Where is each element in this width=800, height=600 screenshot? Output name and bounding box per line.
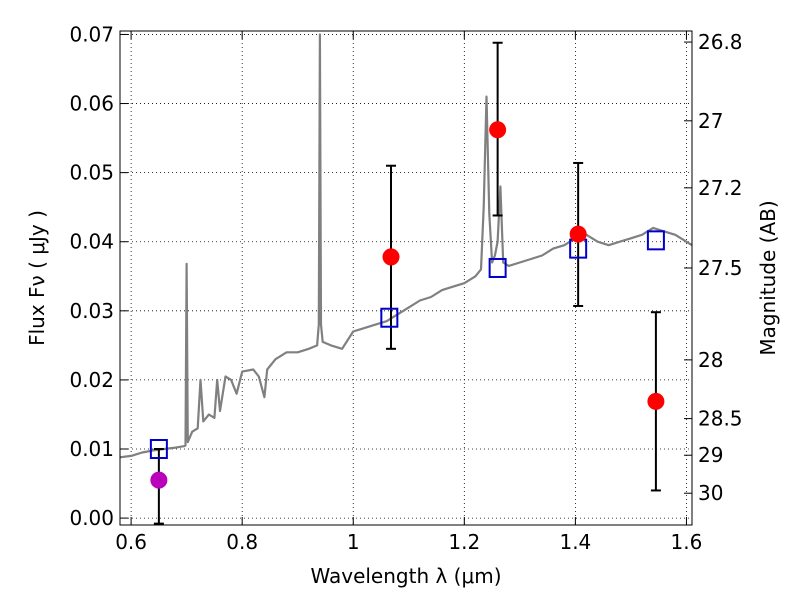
y-tick-label: 0.00	[69, 506, 114, 530]
plot-frame	[119, 30, 693, 526]
x-tick-label: 1.6	[671, 530, 703, 554]
y-tick-label: 0.03	[69, 299, 114, 323]
y-tick-label: 0.06	[69, 92, 114, 116]
y2-tick-label: 28.5	[698, 407, 743, 431]
y-tick-label: 0.01	[69, 437, 114, 461]
y2-tick-label: 29	[698, 443, 723, 467]
model-photometry-square	[646, 230, 665, 251]
x-tick-label: 0.6	[115, 530, 147, 554]
y-tick-label: 0.07	[69, 22, 114, 46]
x-tick-label: 0.8	[226, 530, 258, 554]
upper-limit-point	[150, 471, 168, 489]
x-tick-label: 1.4	[559, 530, 591, 554]
y2-tick-label: 26.8	[698, 30, 743, 54]
x-tick-label: 1.2	[448, 530, 480, 554]
error-bars	[153, 41, 661, 525]
y-tick-label: 0.04	[69, 230, 114, 254]
y-tick-label: 0.05	[69, 161, 114, 185]
y2-tick-label: 27.5	[698, 256, 743, 280]
y2-tick-label: 27.2	[698, 176, 743, 200]
observed-flux-point	[569, 225, 587, 243]
y-tick-label: 0.02	[69, 368, 114, 392]
axis-ticks	[120, 31, 692, 525]
x-axis-label: Wavelength λ (μm)	[310, 564, 501, 588]
spectrum-layer	[119, 33, 693, 459]
y2-axis-label: Magnitude (AB)	[756, 200, 780, 355]
model-photometry-square	[380, 307, 399, 328]
x-tick-labels: 0.6 0.8 1 1.2 1.4 1.6	[115, 530, 702, 554]
y2-tick-label: 30	[698, 481, 723, 505]
y-tick-labels: 0.00 0.01 0.02 0.03 0.04 0.05 0.06 0.07	[69, 22, 114, 530]
grid-lines	[120, 31, 692, 525]
model-photometry-square	[149, 439, 168, 459]
model-photometry-square	[488, 257, 507, 278]
observed-flux-point	[382, 248, 400, 266]
y2-tick-label: 27	[698, 109, 723, 133]
observed-flux-point	[647, 392, 665, 410]
y2-tick-label: 28	[698, 348, 723, 372]
x-tick-label: 1	[347, 530, 360, 554]
observed-flux-point	[489, 121, 507, 139]
y2-tick-labels: 26.8 27 27.2 27.5 28 28.5 29 30	[698, 30, 743, 505]
y-axis-label: Flux Fν ( μJy )	[25, 210, 49, 346]
model-spectrum-line	[119, 33, 693, 459]
photometry-markers	[149, 121, 665, 489]
